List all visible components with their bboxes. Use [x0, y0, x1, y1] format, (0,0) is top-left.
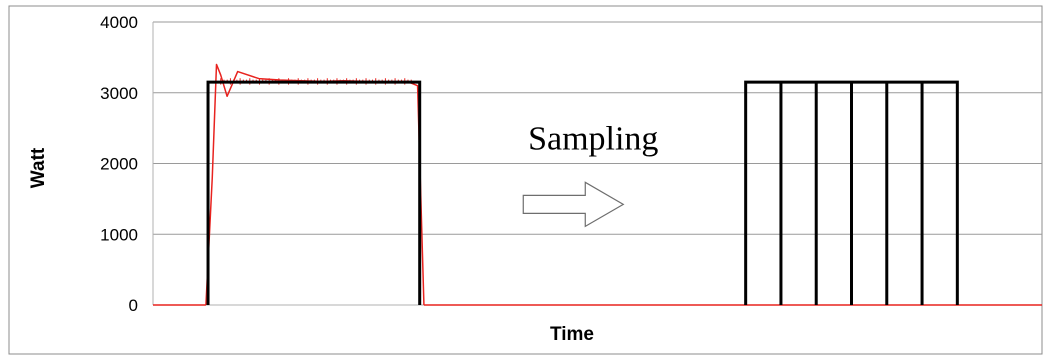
y-axis-title: Watt	[28, 147, 49, 188]
chart-frame	[8, 5, 1043, 355]
y-tick-label: 2000	[100, 155, 138, 174]
annotation-layer: Sampling	[522, 120, 658, 228]
y-tick-label: 1000	[100, 225, 138, 244]
y-tick-labels: 0 1000 2000 3000 4000	[100, 13, 138, 315]
y-tick-label: 4000	[100, 13, 138, 32]
right-arrow-icon	[522, 181, 625, 228]
x-axis-title: Time	[550, 324, 594, 345]
y-tick-label: 0	[129, 296, 138, 315]
y-tick-label: 3000	[100, 84, 138, 103]
series-layer	[153, 63, 1042, 306]
sampling-label: Sampling	[528, 120, 658, 157]
idealized-pulse-outline	[206, 80, 422, 305]
